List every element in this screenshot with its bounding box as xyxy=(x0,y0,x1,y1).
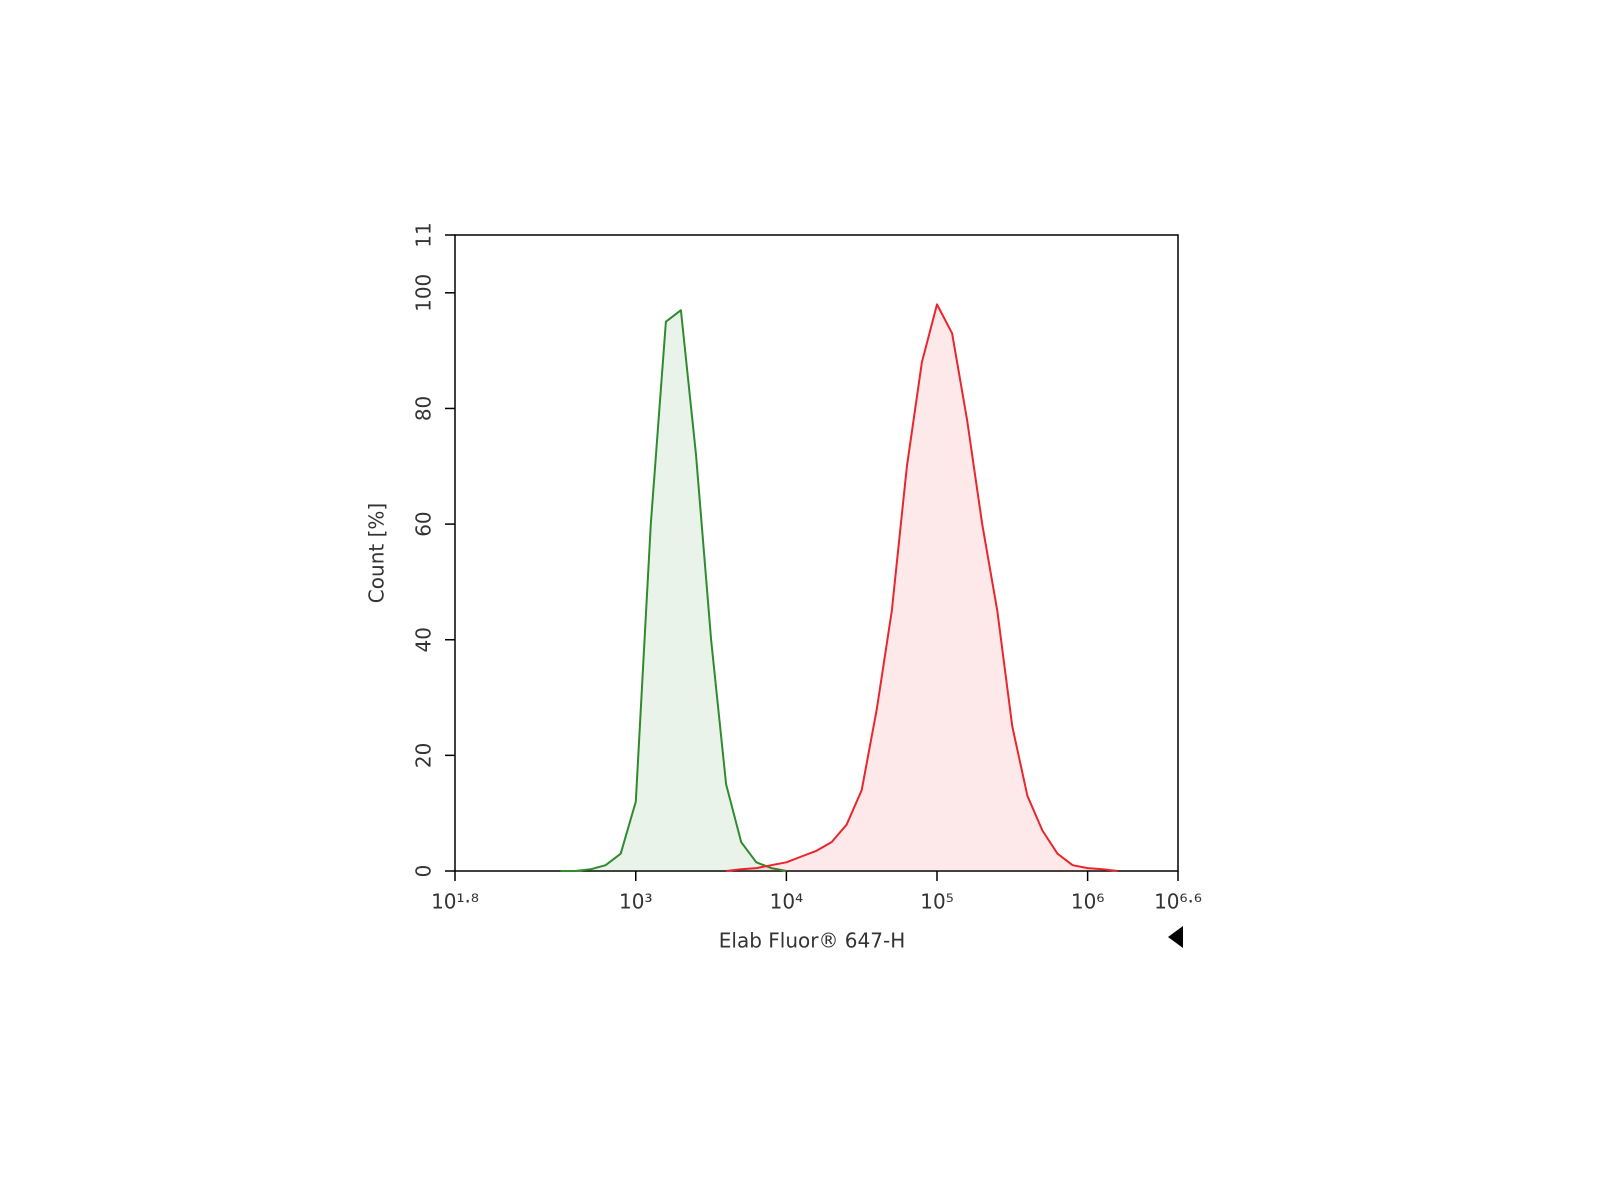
y-tick-label: 11 xyxy=(412,222,436,247)
y-tick-label: 40 xyxy=(412,627,436,652)
x-axis-label: Elab Fluor® 647-H xyxy=(719,929,905,953)
plot-frame xyxy=(454,234,1179,872)
histogram-area xyxy=(725,303,1118,872)
x-tick-label: 10⁶ xyxy=(1071,890,1104,914)
y-tick-label: 0 xyxy=(412,865,436,878)
y-tick-label: 100 xyxy=(412,274,436,312)
x-tick-label: 10⁶·⁶ xyxy=(1154,890,1202,914)
y-tick-label: 60 xyxy=(412,511,436,536)
x-tick-label: 10³ xyxy=(619,890,652,914)
y-tick-label: 20 xyxy=(412,743,436,768)
x-tick-label: 10⁴ xyxy=(770,890,803,914)
histogram-area xyxy=(560,309,787,872)
x-tick-label: 10⁵ xyxy=(920,890,953,914)
y-tick-label: 80 xyxy=(412,396,436,421)
x-tick-label: 10¹·⁸ xyxy=(431,890,479,914)
arrow-marker xyxy=(1168,926,1183,948)
y-axis-label: Count [%] xyxy=(365,503,389,603)
